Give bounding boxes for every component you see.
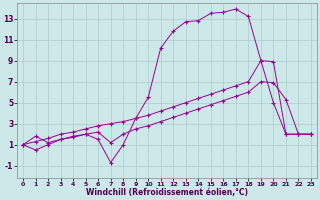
X-axis label: Windchill (Refroidissement éolien,°C): Windchill (Refroidissement éolien,°C) [86,188,248,197]
